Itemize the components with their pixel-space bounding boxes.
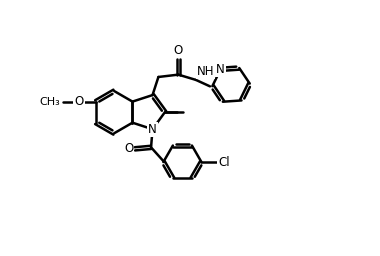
- Text: O: O: [174, 44, 183, 57]
- Text: N: N: [216, 63, 225, 76]
- Text: Cl: Cl: [218, 155, 230, 168]
- Text: O: O: [124, 142, 133, 155]
- Text: N: N: [148, 123, 157, 136]
- Text: NH: NH: [196, 66, 214, 78]
- Text: O: O: [74, 95, 84, 108]
- Text: CH₃: CH₃: [40, 97, 60, 106]
